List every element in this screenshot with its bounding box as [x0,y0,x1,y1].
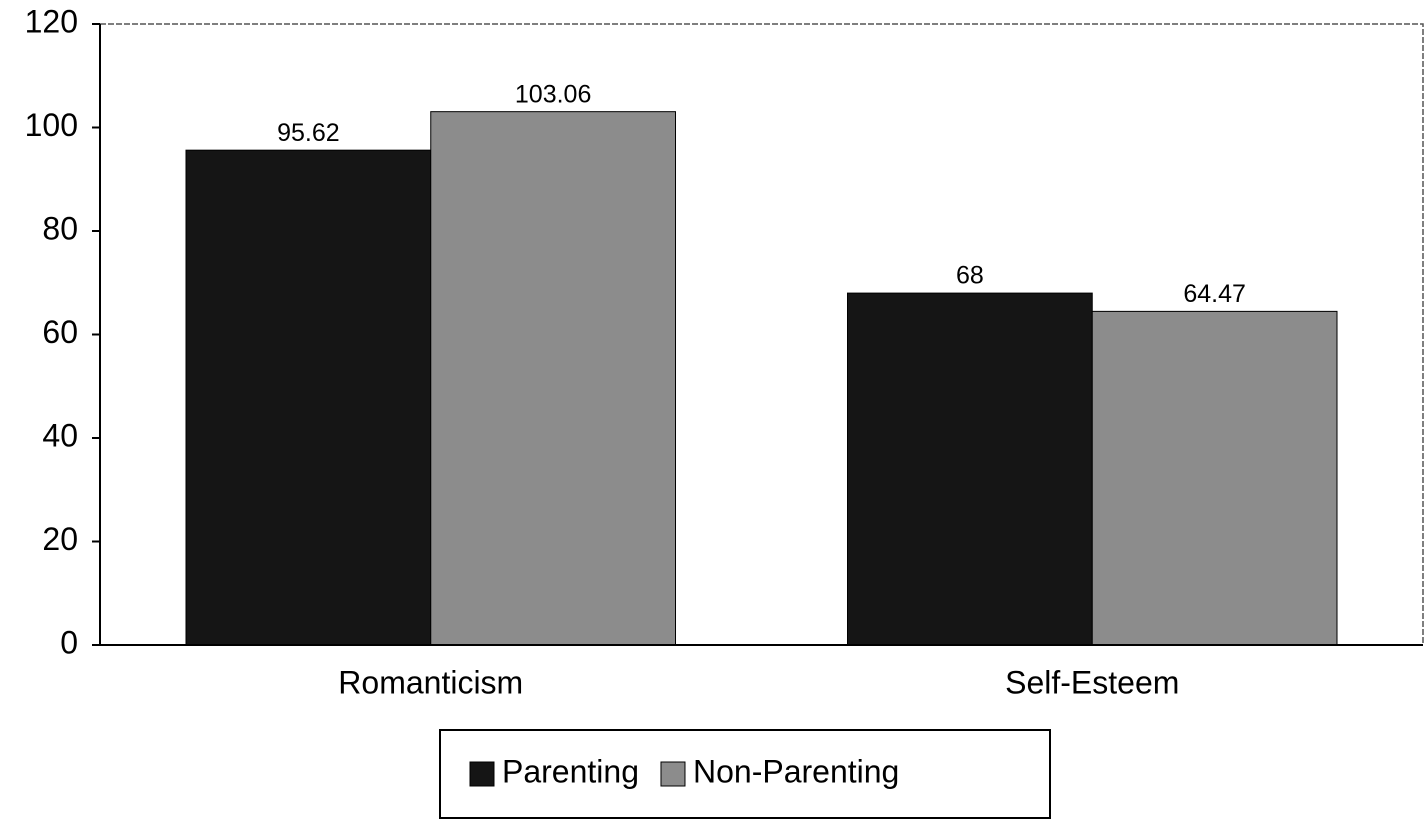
y-tick-label: 120 [25,3,78,39]
legend-box [439,729,1051,819]
value-label: 68 [956,262,984,290]
legend-swatch [660,761,686,787]
bar [846,292,1093,646]
x-tick-label: Romanticism [338,664,523,700]
y-tick-label: 0 [60,624,78,660]
bar [430,111,677,646]
y-tick-label: 100 [25,107,78,143]
bar [185,149,432,646]
value-label: 64.47 [1183,280,1246,308]
legend-swatch [469,761,495,787]
x-tick-label: Self-Esteem [1005,664,1179,700]
bar [1091,310,1338,646]
value-label: 103.06 [515,80,591,108]
legend-label: Non-Parenting [693,753,899,789]
y-tick-label: 60 [42,314,78,350]
value-label: 95.62 [277,119,340,147]
y-tick-label: 40 [42,417,78,453]
legend-label: Parenting [502,753,639,789]
y-tick-label: 20 [42,521,78,557]
y-tick-label: 80 [42,210,78,246]
